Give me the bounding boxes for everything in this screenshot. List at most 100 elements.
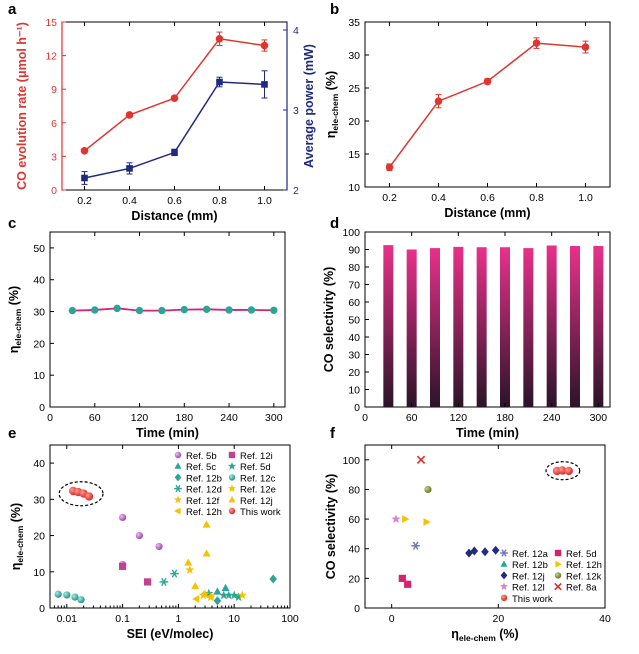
legend-label: Ref. 12j — [512, 571, 545, 582]
bar — [546, 245, 557, 407]
y-tick-label: 9 — [51, 84, 57, 96]
panel-label: f — [330, 425, 336, 442]
x-tick-label: 0.4 — [431, 192, 446, 204]
y-tick-label: 0 — [39, 402, 45, 414]
legend-marker — [500, 549, 508, 557]
x-tick-label: 60 — [406, 412, 418, 424]
bar — [500, 247, 510, 407]
data-point — [80, 147, 89, 155]
x-axis-label: Distance (mm) — [131, 209, 217, 223]
x-tick-label: 1.0 — [257, 195, 272, 207]
x-tick-label: 0 — [47, 412, 53, 424]
x-axis-label: ηele-chem (%) — [451, 627, 518, 643]
marker-stroke — [554, 582, 562, 591]
legend-label: Ref. 5d — [240, 462, 271, 473]
y-tick-label: 2 — [293, 185, 299, 197]
marker-stroke — [501, 549, 507, 557]
axis-label-part: Average power (mW) — [302, 44, 316, 168]
data-point — [581, 43, 590, 51]
axis-label-part: (%) — [9, 503, 23, 526]
data-point — [170, 94, 179, 102]
y-tick-label: 6 — [51, 118, 57, 130]
bar — [593, 246, 604, 407]
y-tick-label: 30 — [348, 50, 360, 62]
y-axis-label: ηele-chem (%) — [7, 286, 23, 353]
data-point — [234, 592, 244, 602]
y-tick-label: 20 — [348, 573, 360, 585]
legend-marker — [174, 473, 182, 482]
legend-marker — [227, 484, 237, 493]
panel-label: d — [330, 215, 339, 232]
legend-marker — [227, 461, 237, 470]
legend-marker — [554, 572, 562, 579]
y-tick-label: 30 — [348, 350, 360, 362]
data-point — [411, 541, 420, 550]
y-tick-label: 20 — [33, 338, 45, 350]
bar — [383, 245, 394, 407]
x-axis-label: Time (min) — [136, 426, 199, 440]
x-tick-label: 0.6 — [167, 195, 182, 207]
x-tick-label: 240 — [543, 412, 561, 424]
legend-label: Ref. 12d — [186, 485, 222, 496]
data-point — [184, 558, 193, 566]
data-point — [135, 306, 144, 315]
legend-marker — [554, 582, 562, 591]
legend-marker — [554, 549, 562, 557]
x-tick-label: 0.6 — [480, 192, 495, 204]
y-tick-label: 15 — [45, 17, 57, 29]
x-tick-label: 40 — [599, 613, 611, 625]
data-point — [237, 590, 247, 600]
legend-label: This work — [240, 507, 281, 518]
legend-marker — [174, 507, 181, 515]
legend-label: Ref. 5b — [186, 451, 217, 462]
x-tick-label: 0.8 — [529, 192, 544, 204]
data-point — [126, 165, 133, 172]
legend-label: Ref. 12e — [240, 485, 276, 496]
data-point — [81, 174, 88, 182]
y-tick-label: 40 — [348, 544, 360, 556]
y-axis-label: CO selectivity (%) — [324, 474, 338, 580]
x-tick-label: 180 — [496, 412, 514, 424]
y-tick-label: 30 — [33, 307, 45, 319]
data-point — [434, 97, 443, 105]
data-point — [158, 306, 166, 315]
y-tick-label: 70 — [348, 280, 360, 292]
data-point — [63, 591, 71, 599]
data-point — [118, 562, 127, 570]
bar — [406, 249, 417, 407]
x-tick-label: 0.1 — [115, 613, 130, 625]
axis-label-part: ele-chem — [15, 525, 25, 562]
plot-frame — [49, 231, 286, 408]
data-point — [216, 78, 223, 86]
x-tick-label: 240 — [220, 412, 238, 424]
legend-marker — [500, 594, 508, 601]
x-tick-label: 0 — [389, 613, 395, 625]
plot-frame — [61, 21, 288, 191]
y-tick-label: 30 — [33, 494, 45, 506]
data-point — [260, 41, 269, 50]
data-point — [532, 39, 541, 47]
data-point — [155, 542, 163, 551]
data-point — [159, 577, 169, 587]
data-point — [213, 587, 222, 595]
legend-marker — [228, 495, 236, 503]
x-axis-label: Distance (mm) — [444, 206, 530, 220]
legend-marker — [174, 462, 182, 469]
x-tick-label: 10 — [228, 613, 240, 625]
legend-label: Ref. 12b — [512, 560, 548, 571]
y-tick-label: 0 — [354, 603, 360, 615]
y-tick-label: 40 — [33, 275, 45, 287]
data-point — [68, 306, 77, 315]
legend-marker — [500, 571, 508, 580]
x-tick-label: 0.2 — [382, 192, 397, 204]
x-tick-label: 180 — [176, 412, 194, 424]
y-tick-label: 20 — [348, 116, 360, 128]
y-axis-label-right: Average power (mW) — [302, 44, 316, 168]
data-point — [269, 574, 277, 584]
axis-label-part: ele-chem — [13, 308, 23, 345]
y-tick-label: 10 — [348, 182, 360, 194]
data-point — [91, 306, 99, 314]
y-tick-label: 20 — [33, 531, 45, 543]
legend-label: Ref. 12f — [186, 496, 220, 507]
